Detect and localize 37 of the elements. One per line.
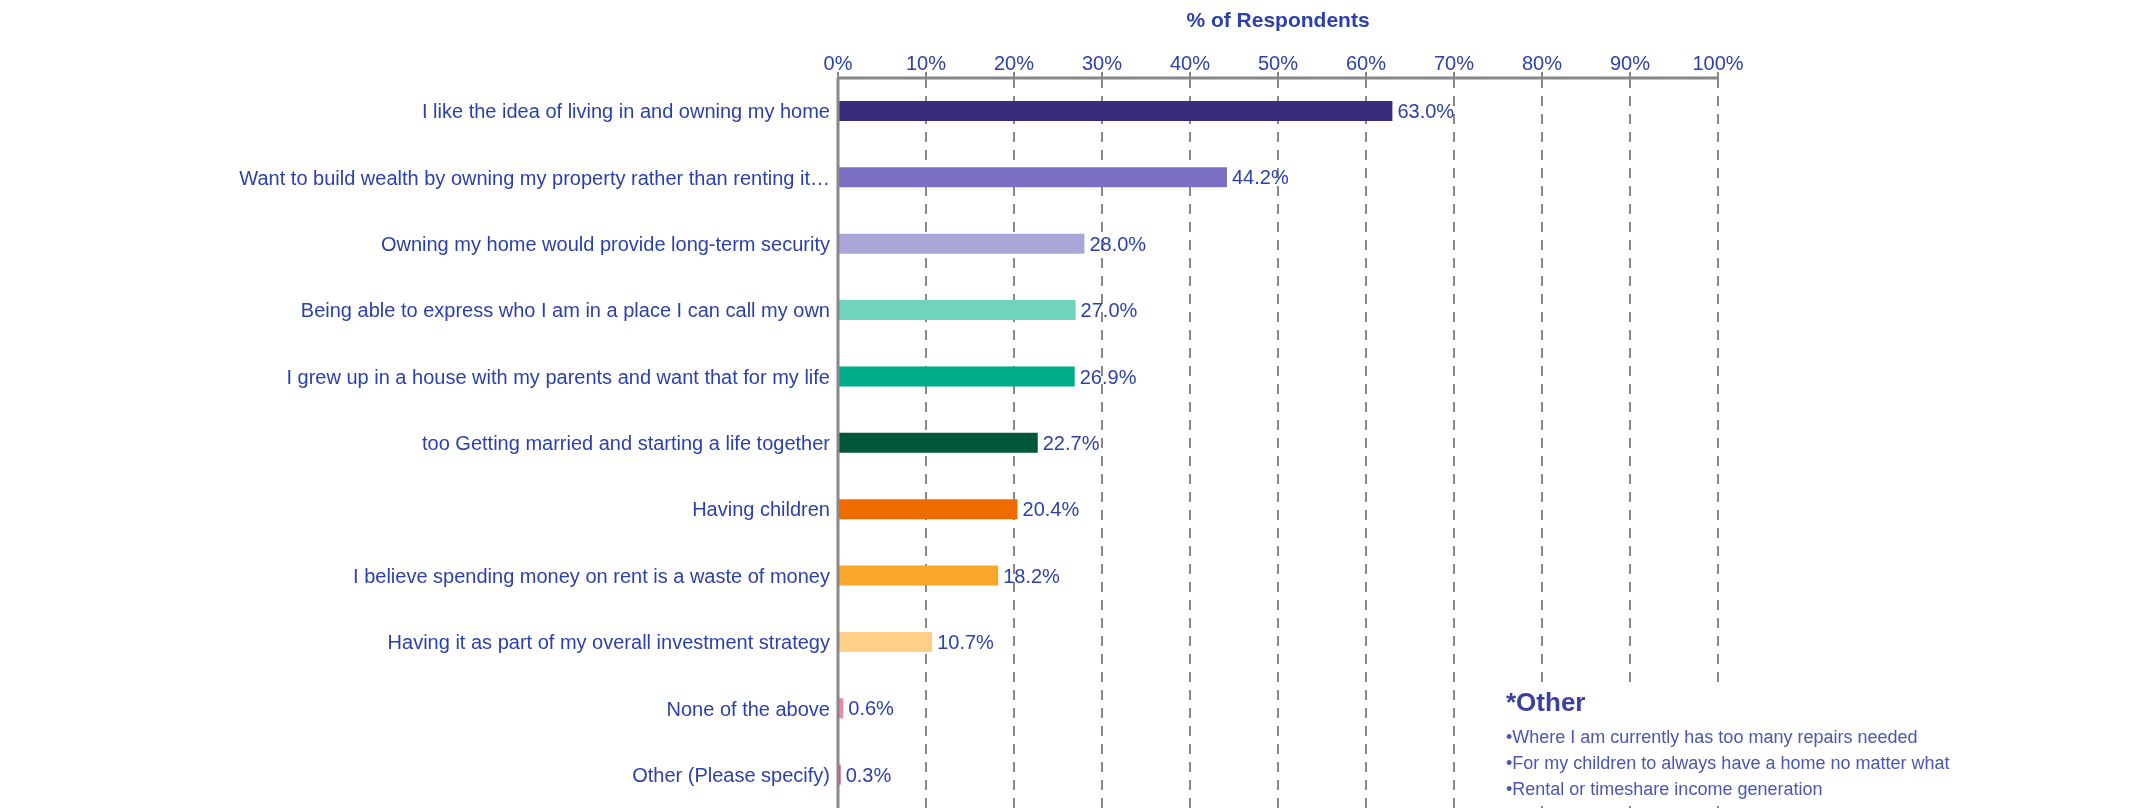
y-tick-label: I believe spending money on rent is a waste of money bbox=[353, 564, 830, 587]
y-tick-label: Want to build wealth by owning my property rather than renting it… bbox=[239, 166, 830, 189]
y-tick-label: Having it as part of my overall investment strategy bbox=[387, 631, 830, 654]
data-label: 10.7% bbox=[937, 631, 995, 654]
data-label: 0.3% bbox=[845, 763, 892, 786]
y-tick-label: I like the idea of living in and owning my home bbox=[421, 100, 830, 123]
y-tick-label: I grew up in a house with my parents and want that for my life bbox=[286, 365, 830, 388]
y-tick-label: Being able to express who I am in a place I can call my own bbox=[300, 299, 830, 322]
annotation: •For my children to always have a home no matter what bbox=[1506, 752, 1950, 775]
annotation: •Rental or timeshare income generation bbox=[1506, 778, 1824, 801]
x-tick-label: 80% bbox=[1521, 52, 1563, 74]
y-tick-label: Other (Please specify) bbox=[632, 763, 830, 786]
x-tick-label: 10% bbox=[905, 52, 947, 74]
data-label: 18.2% bbox=[1003, 564, 1061, 587]
data-label: 20.4% bbox=[1022, 498, 1080, 521]
y-tick-label: None of the above bbox=[666, 697, 830, 720]
y-tick-label: Owning my home would provide long-term security bbox=[380, 233, 830, 256]
x-tick-label: 60% bbox=[1345, 52, 1387, 74]
data-label: 0.6% bbox=[848, 697, 895, 720]
data-label: 27.0% bbox=[1080, 299, 1138, 322]
annotation: •Where I am currently has too many repairs needed bbox=[1506, 726, 1919, 749]
y-tick-label: Having children bbox=[692, 498, 830, 521]
data-label: 44.2% bbox=[1231, 166, 1289, 189]
x-tick-label: 50% bbox=[1257, 52, 1299, 74]
x-tick-label: 90% bbox=[1609, 52, 1651, 74]
x-tick-label: 40% bbox=[1169, 52, 1211, 74]
data-label: 22.7% bbox=[1042, 431, 1100, 454]
x-tick-label: 100% bbox=[1692, 52, 1744, 74]
annotation: *Other bbox=[1506, 687, 1587, 718]
x-tick-label: 0% bbox=[823, 52, 853, 74]
data-label: 26.9% bbox=[1079, 365, 1137, 388]
x-tick-label: 30% bbox=[1081, 52, 1123, 74]
x-axis-title: % of Respondents bbox=[1185, 8, 1371, 32]
x-tick-label: 70% bbox=[1433, 52, 1475, 74]
y-tick-label: too Getting married and starting a life together bbox=[421, 432, 831, 455]
data-label: 63.0% bbox=[1397, 100, 1455, 123]
x-tick-label: 20% bbox=[993, 52, 1035, 74]
